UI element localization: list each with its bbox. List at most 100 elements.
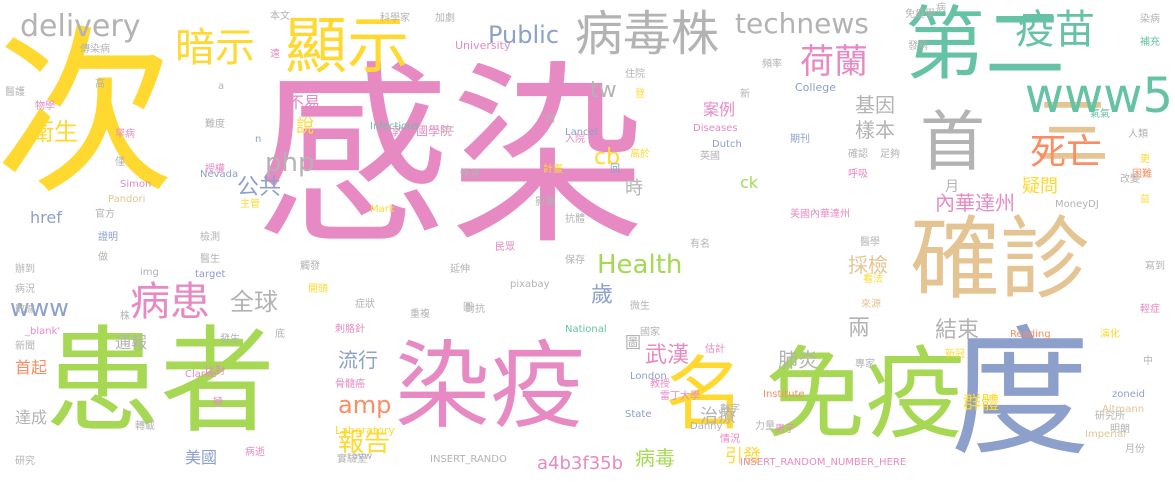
word-cloud-term: 國家	[640, 327, 660, 338]
word-cloud-term: 不易	[288, 93, 321, 112]
word-cloud-term: 證明	[98, 232, 118, 243]
word-cloud-term: 寫到	[1145, 261, 1165, 272]
word-cloud-term: MoneyDJ	[1055, 199, 1099, 210]
word-cloud-term: 時	[625, 178, 643, 199]
word-cloud-term: 新聞	[15, 341, 35, 352]
word-cloud-term: 傳染病	[80, 44, 110, 55]
word-cloud-term: 疫苗	[1015, 7, 1095, 53]
word-cloud-term: 授權	[205, 164, 225, 175]
word-cloud-term: 比對	[205, 366, 225, 377]
word-cloud-term: Nevada	[200, 169, 239, 180]
word-cloud-term: 病毒株	[575, 6, 720, 62]
word-cloud-term: 保存	[565, 255, 585, 266]
word-cloud-term: 民眾	[495, 242, 515, 253]
word-cloud-term: 醫生	[200, 254, 220, 265]
word-cloud-term: 檢測	[200, 232, 220, 243]
word-cloud-term: 困難	[1132, 169, 1152, 180]
word-cloud-term: 症狀	[355, 299, 375, 310]
word-cloud-term: 疑問	[1022, 176, 1058, 197]
word-cloud-term: 歲	[591, 283, 614, 308]
word-cloud-term: 內華達州	[935, 191, 1015, 215]
word-cloud-term: 新冠	[945, 349, 965, 360]
word-cloud-term: 專家	[855, 359, 875, 370]
word-cloud-term: 有名	[690, 239, 710, 250]
word-cloud-term: 高於	[630, 149, 650, 160]
word-cloud-term: 美國內華達州	[790, 209, 850, 220]
word-cloud-term: Clarke	[185, 369, 217, 380]
word-cloud-term: 辦到	[15, 264, 35, 275]
word-cloud-term: State	[625, 409, 652, 420]
word-cloud-term: src	[440, 124, 455, 135]
word-cloud-term: Danny	[690, 421, 723, 432]
word-cloud-term: 達成	[15, 408, 48, 427]
word-cloud-term: 次	[0, 10, 176, 219]
word-cloud-term: 群體	[963, 393, 999, 414]
word-cloud-term: 三	[1035, 88, 1111, 176]
word-cloud-term: delivery	[20, 9, 141, 44]
word-cloud-term: 計畫	[543, 164, 563, 175]
word-cloud-term: 衛生	[30, 118, 78, 146]
word-cloud-term: 罕病	[115, 129, 135, 140]
word-cloud-term: 頻率	[762, 59, 782, 70]
word-cloud-term: 通報	[115, 333, 148, 352]
word-cloud-term: 難度	[205, 119, 225, 130]
word-cloud-term: 本文	[270, 11, 290, 22]
word-cloud-term: _blank'	[25, 326, 61, 337]
word-cloud-term: 數據	[15, 304, 35, 315]
word-cloud-term: 僅	[115, 157, 125, 168]
word-cloud-term: 骨髓癌	[335, 379, 365, 390]
word-cloud-term: 數字	[720, 404, 740, 415]
word-cloud-term: Infectious	[370, 121, 419, 132]
word-cloud-term: 科學家	[380, 13, 410, 24]
word-cloud-term: Imperial	[1085, 429, 1126, 440]
word-cloud-term: pixabay	[510, 279, 550, 290]
word-cloud-term: 雷丁大學	[660, 391, 700, 402]
word-cloud-term: Pandori	[108, 194, 146, 205]
word-cloud-term: 死亡	[1030, 132, 1103, 173]
word-cloud-term: 患者	[45, 315, 276, 449]
word-cloud-term: 遠	[270, 49, 280, 60]
word-cloud-term: 免疫學	[905, 9, 935, 20]
word-cloud-term: 名	[665, 348, 745, 441]
word-cloud-term: 加劇	[435, 13, 455, 24]
word-cloud-term: Mark	[370, 204, 395, 215]
word-cloud-term: 月	[945, 179, 959, 195]
word-cloud-term: Diseases	[693, 123, 738, 134]
word-cloud-term: 株	[120, 311, 130, 322]
word-cloud-term: zoneid	[1112, 389, 1145, 400]
word-cloud-term: University	[455, 39, 511, 52]
word-cloud-term: 微生	[630, 301, 650, 312]
word-cloud-term: INSERT_RANDOM_NUMBER_HERE	[740, 457, 907, 468]
word-cloud-term: Dutch	[712, 139, 742, 150]
word-cloud-term: 觸發	[300, 261, 320, 272]
word-cloud-term: a	[218, 81, 225, 92]
word-cloud-term: 轉載	[135, 421, 155, 432]
word-cloud-term: 例	[545, 114, 555, 125]
word-cloud-term: 結束	[935, 318, 980, 343]
word-cloud-term: 醫學	[860, 237, 880, 248]
word-cloud-term: 圖	[625, 333, 642, 352]
word-cloud-term: 延伸	[450, 264, 470, 275]
word-cloud-term: 病患	[130, 279, 210, 325]
word-cloud-term: Simon	[120, 179, 152, 190]
word-cloud-term: 入院	[565, 134, 585, 145]
word-cloud-term: 力量	[755, 421, 775, 432]
word-cloud-term: 登	[635, 89, 645, 100]
word-cloud-term: tw	[590, 78, 617, 103]
word-cloud-term: 實驗室	[337, 454, 367, 465]
word-cloud-term: 樣本	[855, 118, 895, 142]
word-cloud-term: 度	[950, 313, 1091, 476]
word-cloud-term: 情況	[720, 434, 740, 445]
word-cloud-term: 物學	[35, 101, 55, 112]
word-cloud-term: 估計	[705, 344, 725, 355]
word-cloud-term: 病	[936, 3, 946, 14]
word-cloud-term: 感染	[255, 44, 645, 271]
word-cloud-term: 治療	[700, 406, 736, 427]
word-cloud-term: 氣氣	[1090, 109, 1110, 120]
word-cloud-term: 中	[1143, 356, 1153, 367]
word-cloud-term: 教授	[650, 379, 670, 390]
word-cloud-term: 快速	[460, 169, 480, 180]
word-cloud-term: 對抗	[465, 304, 485, 315]
word-cloud-term: Altmann	[1102, 404, 1145, 415]
word-cloud-term: 演化	[1100, 329, 1120, 340]
